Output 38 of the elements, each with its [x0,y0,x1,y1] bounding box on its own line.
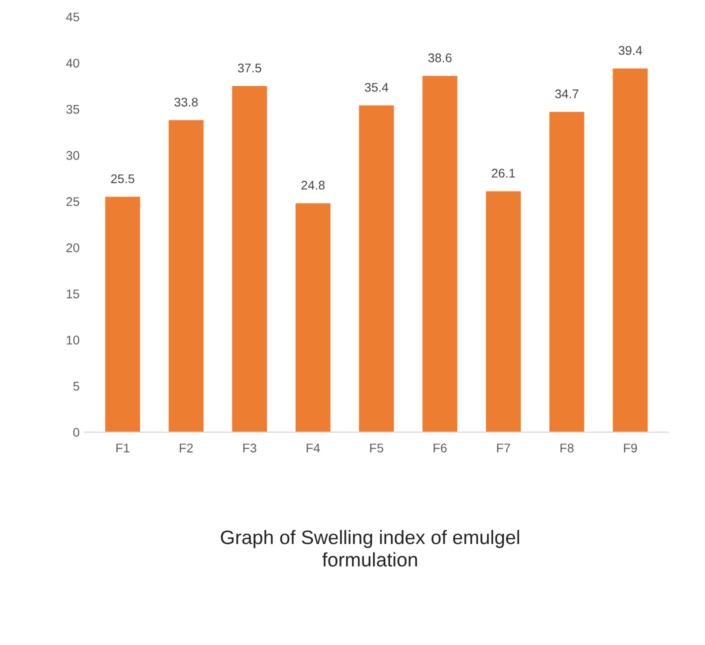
y-tick-label: 20 [66,243,80,252]
y-tick-label: 5 [73,382,80,391]
bar [422,76,458,432]
x-tick-label: F9 [624,444,637,452]
data-label: 25.5 [111,174,134,184]
data-label: 34.7 [555,89,578,98]
x-tick-label: F7 [497,444,510,452]
data-label: 37.5 [238,64,262,72]
text: Graph of Swelling index of emulgel formulation [220,530,520,567]
x-tick-label: F1 [116,444,130,452]
y-tick-label: 25 [66,197,80,206]
data-label: 38.6 [428,53,452,62]
y-tick-label: 10 [66,336,80,344]
y-tick-label: 45 [66,12,80,22]
bar [486,191,521,432]
x-tick-label: F3 [243,444,256,452]
bar [168,120,204,432]
data-label: 35.4 [364,82,388,92]
y-tick-label: 35 [66,104,80,114]
x-tick-label: F4 [306,444,320,452]
x-tick-label: F8 [560,444,574,452]
y-tick-label: 0 [73,428,80,437]
data-label: 33.8 [174,98,198,107]
x-tick-label: F2 [180,444,193,452]
x-tick-label: F6 [434,444,447,452]
bar [232,86,268,432]
data-label: 39.4 [618,46,642,55]
y-tick-label: 40 [66,58,80,68]
bar [549,112,584,432]
bar [359,105,394,432]
y-tick-label: 30 [66,151,80,160]
bar [296,203,330,432]
bar [105,196,140,432]
data-label: 26.1 [492,168,515,178]
data-label: 24.8 [301,180,325,190]
bar [612,68,648,432]
x-tick-label: F5 [370,444,384,452]
y-tick-label: 15 [66,290,80,298]
